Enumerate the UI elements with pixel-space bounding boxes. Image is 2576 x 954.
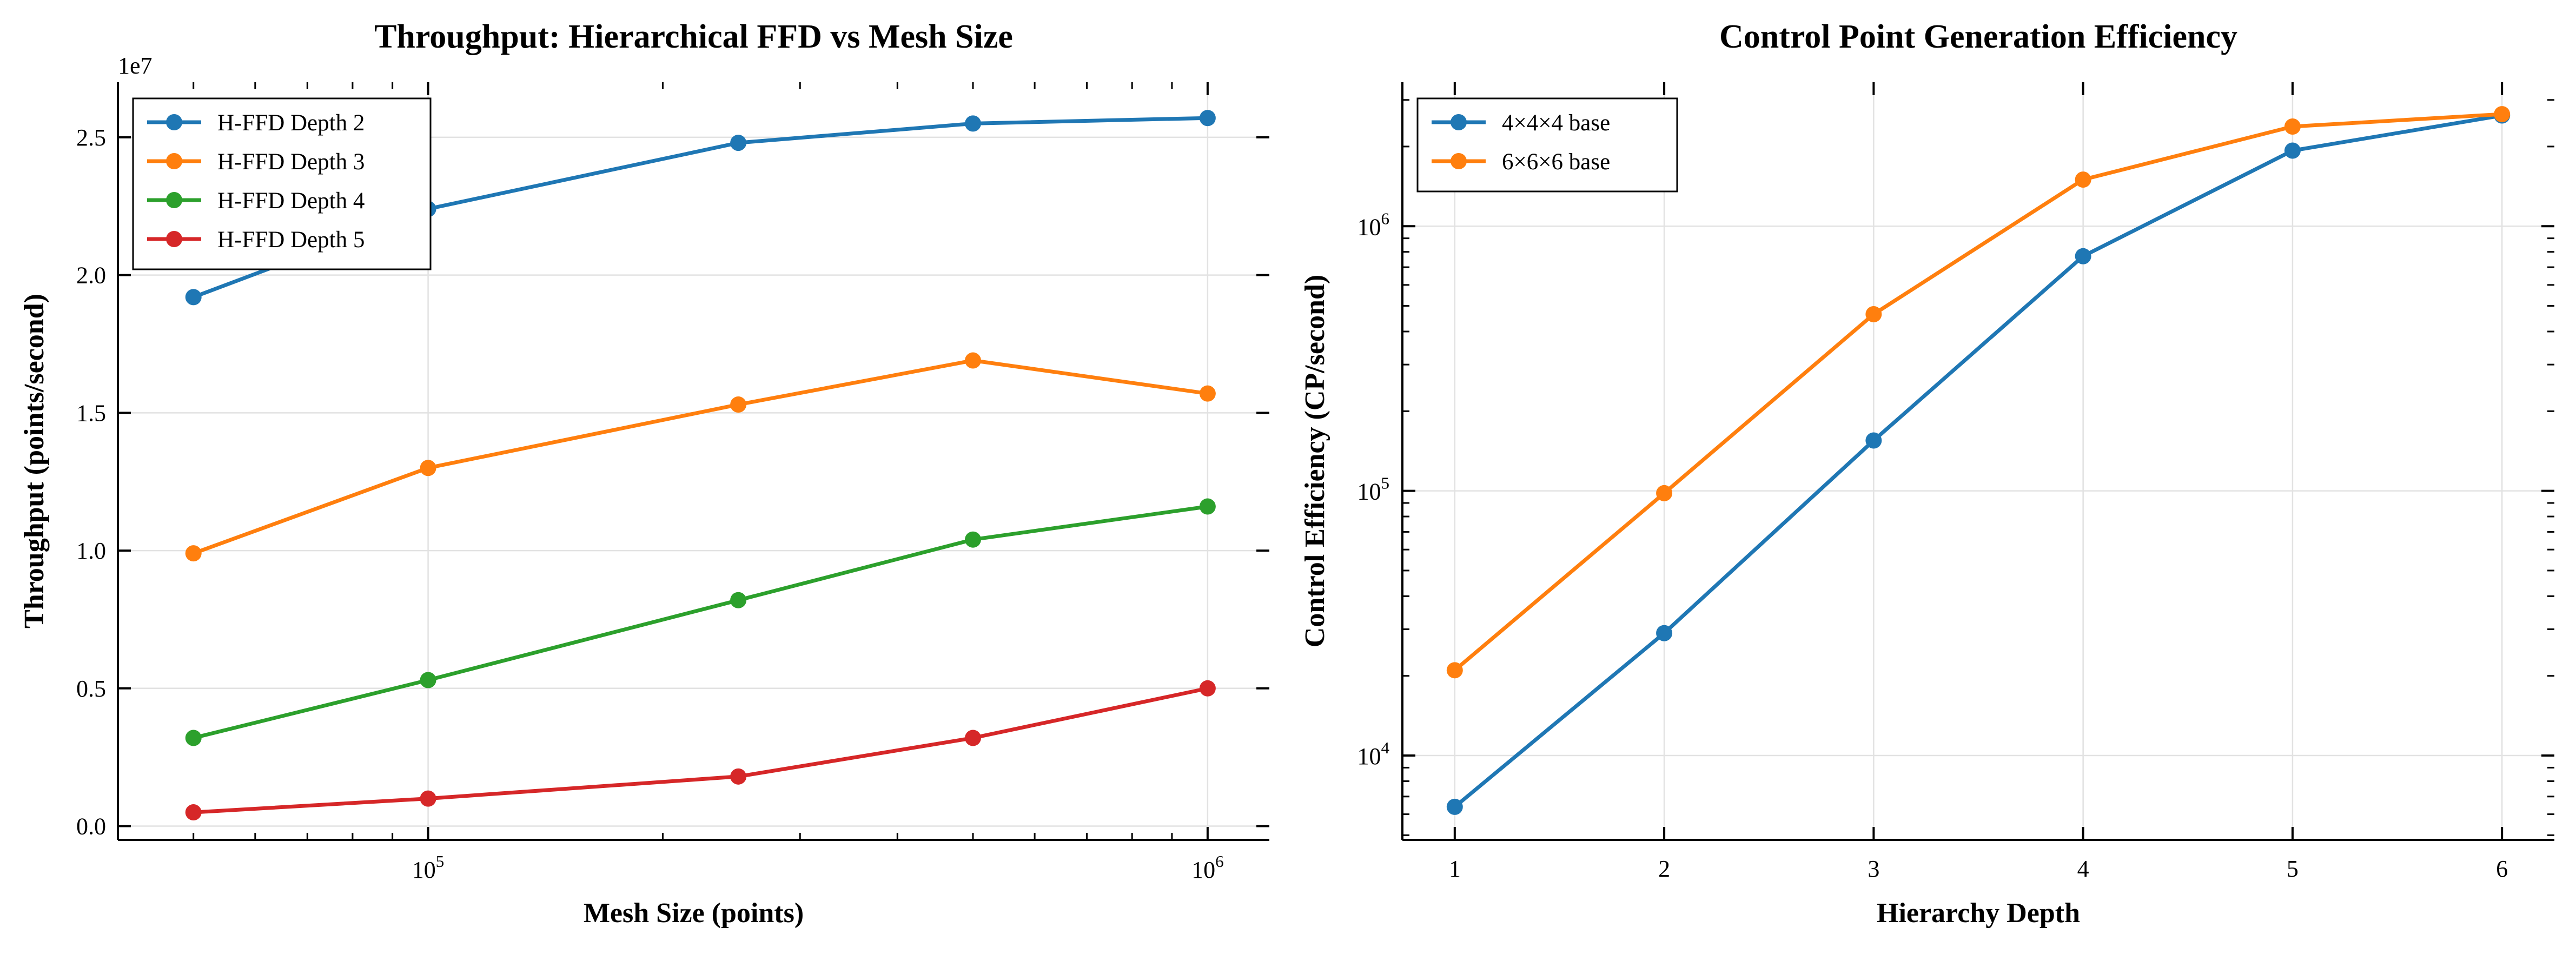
data-point [420, 672, 436, 688]
y-tick-label: 2.5 [76, 124, 106, 151]
data-point [2284, 118, 2301, 135]
data-point [964, 730, 981, 746]
legend-swatch-marker [166, 231, 182, 247]
x-tick-label: 6 [2496, 856, 2508, 882]
series-line [1453, 114, 2502, 809]
legend: 4×4×4 base 6×6×6 base [1416, 97, 1678, 193]
data-point [1446, 798, 1463, 815]
y-axis-label: Throughput (points/second) [19, 294, 50, 628]
x-tick-label: 3 [1868, 856, 1879, 882]
chart-title: Control Point Generation Efficiency [1719, 18, 2237, 55]
y-offset-label: 1e7 [118, 52, 153, 79]
y-tick-label: 104 [1357, 738, 1390, 770]
legend-swatch-marker [1451, 153, 1467, 169]
series-line [1453, 112, 2502, 672]
data-point [185, 289, 202, 306]
x-tick-label: 1 [1449, 856, 1461, 882]
legend-item: H-FFD Depth 2 [147, 110, 365, 136]
x-axis-label: Mesh Size (points) [584, 898, 804, 929]
gridlines [1402, 82, 2554, 840]
y-axis-label: Control Efficiency (CP/second) [1300, 275, 1330, 647]
x-axis-label: Hierarchy Depth [1877, 898, 2080, 929]
chart-title: Throughput: Hierarchical FFD vs Mesh Siz… [374, 18, 1013, 55]
series-2 [185, 352, 1216, 562]
y-tick-label: 0.5 [76, 675, 106, 702]
data-point [2494, 106, 2511, 123]
legend-label: H-FFD Depth 3 [217, 149, 365, 175]
data-point [2075, 248, 2091, 264]
legend-label: H-FFD Depth 2 [217, 110, 365, 136]
legend-swatch-marker [166, 153, 182, 169]
data-point [420, 790, 436, 807]
series-2 [1446, 106, 2511, 679]
legend-swatch-marker [1451, 114, 1467, 130]
data-point [1199, 110, 1216, 127]
y-tick-label: 106 [1357, 209, 1390, 240]
x-tick-label: 5 [2287, 856, 2299, 882]
legend-box [1416, 97, 1678, 193]
data-point [1199, 385, 1216, 402]
legend-item: 4×4×4 base [1432, 110, 1610, 136]
data-point [730, 768, 747, 785]
legend-swatch-marker [166, 114, 182, 130]
legend-label: H-FFD Depth 5 [217, 227, 365, 253]
y-tick-label: 1.5 [76, 400, 106, 426]
legend-label: 6×6×6 base [1502, 149, 1610, 175]
data-point [964, 531, 981, 548]
data-point [2075, 171, 2091, 188]
tick-labels: 1 2 3 4 5 6 104 105 106 [1357, 209, 2508, 882]
control-efficiency-chart: 1 2 3 4 5 6 104 105 106 Control Point Generation … [1300, 18, 2554, 929]
data-point [185, 730, 202, 746]
data-point [1656, 625, 1673, 641]
y-tick-label: 2.0 [76, 262, 106, 289]
data-point [420, 460, 436, 476]
data-point [730, 592, 747, 608]
legend-swatch-marker [166, 192, 182, 208]
data-point [185, 804, 202, 821]
data-point [1199, 498, 1216, 515]
legend: H-FFD Depth 2 H-FFD Depth 3 H-FFD Depth 4 H… [132, 97, 432, 270]
data-point [730, 396, 747, 413]
legend-item: H-FFD Depth 4 [147, 188, 365, 214]
legend-item: 6×6×6 base [1432, 149, 1610, 175]
ticks [1402, 82, 2554, 840]
data-point [185, 545, 202, 562]
x-tick-label: 4 [2077, 856, 2089, 882]
data-point [1199, 680, 1216, 697]
tick-labels: 105 106 0.0 0.5 1.0 1.5 2.0 2.5 1e7 [76, 52, 1224, 883]
data-point [1656, 485, 1673, 501]
data-point [1865, 432, 1882, 449]
legend-label: 4×4×4 base [1502, 110, 1610, 136]
ticks [117, 82, 1269, 840]
data-point [2284, 142, 2301, 159]
data-point [964, 115, 981, 132]
y-tick-label: 105 [1357, 474, 1390, 505]
data-point [964, 352, 981, 369]
x-tick-label: 2 [1658, 856, 1670, 882]
y-tick-label: 0.0 [76, 813, 106, 840]
series-4 [185, 680, 1216, 821]
series-1 [1446, 107, 2511, 815]
legend-item: H-FFD Depth 5 [147, 227, 365, 253]
throughput-chart: 105 106 0.0 0.5 1.0 1.5 2.0 2.5 1e7 Throughput: H… [19, 18, 1269, 929]
data-point [1865, 306, 1882, 322]
data-point [1446, 662, 1463, 679]
legend-label: H-FFD Depth 4 [217, 188, 365, 214]
x-tick-label: 106 [1191, 852, 1224, 883]
x-tick-label: 105 [412, 852, 445, 883]
data-point [730, 135, 747, 151]
y-tick-label: 1.0 [76, 538, 106, 564]
legend-item: H-FFD Depth 3 [147, 149, 365, 175]
series-3 [185, 498, 1216, 746]
